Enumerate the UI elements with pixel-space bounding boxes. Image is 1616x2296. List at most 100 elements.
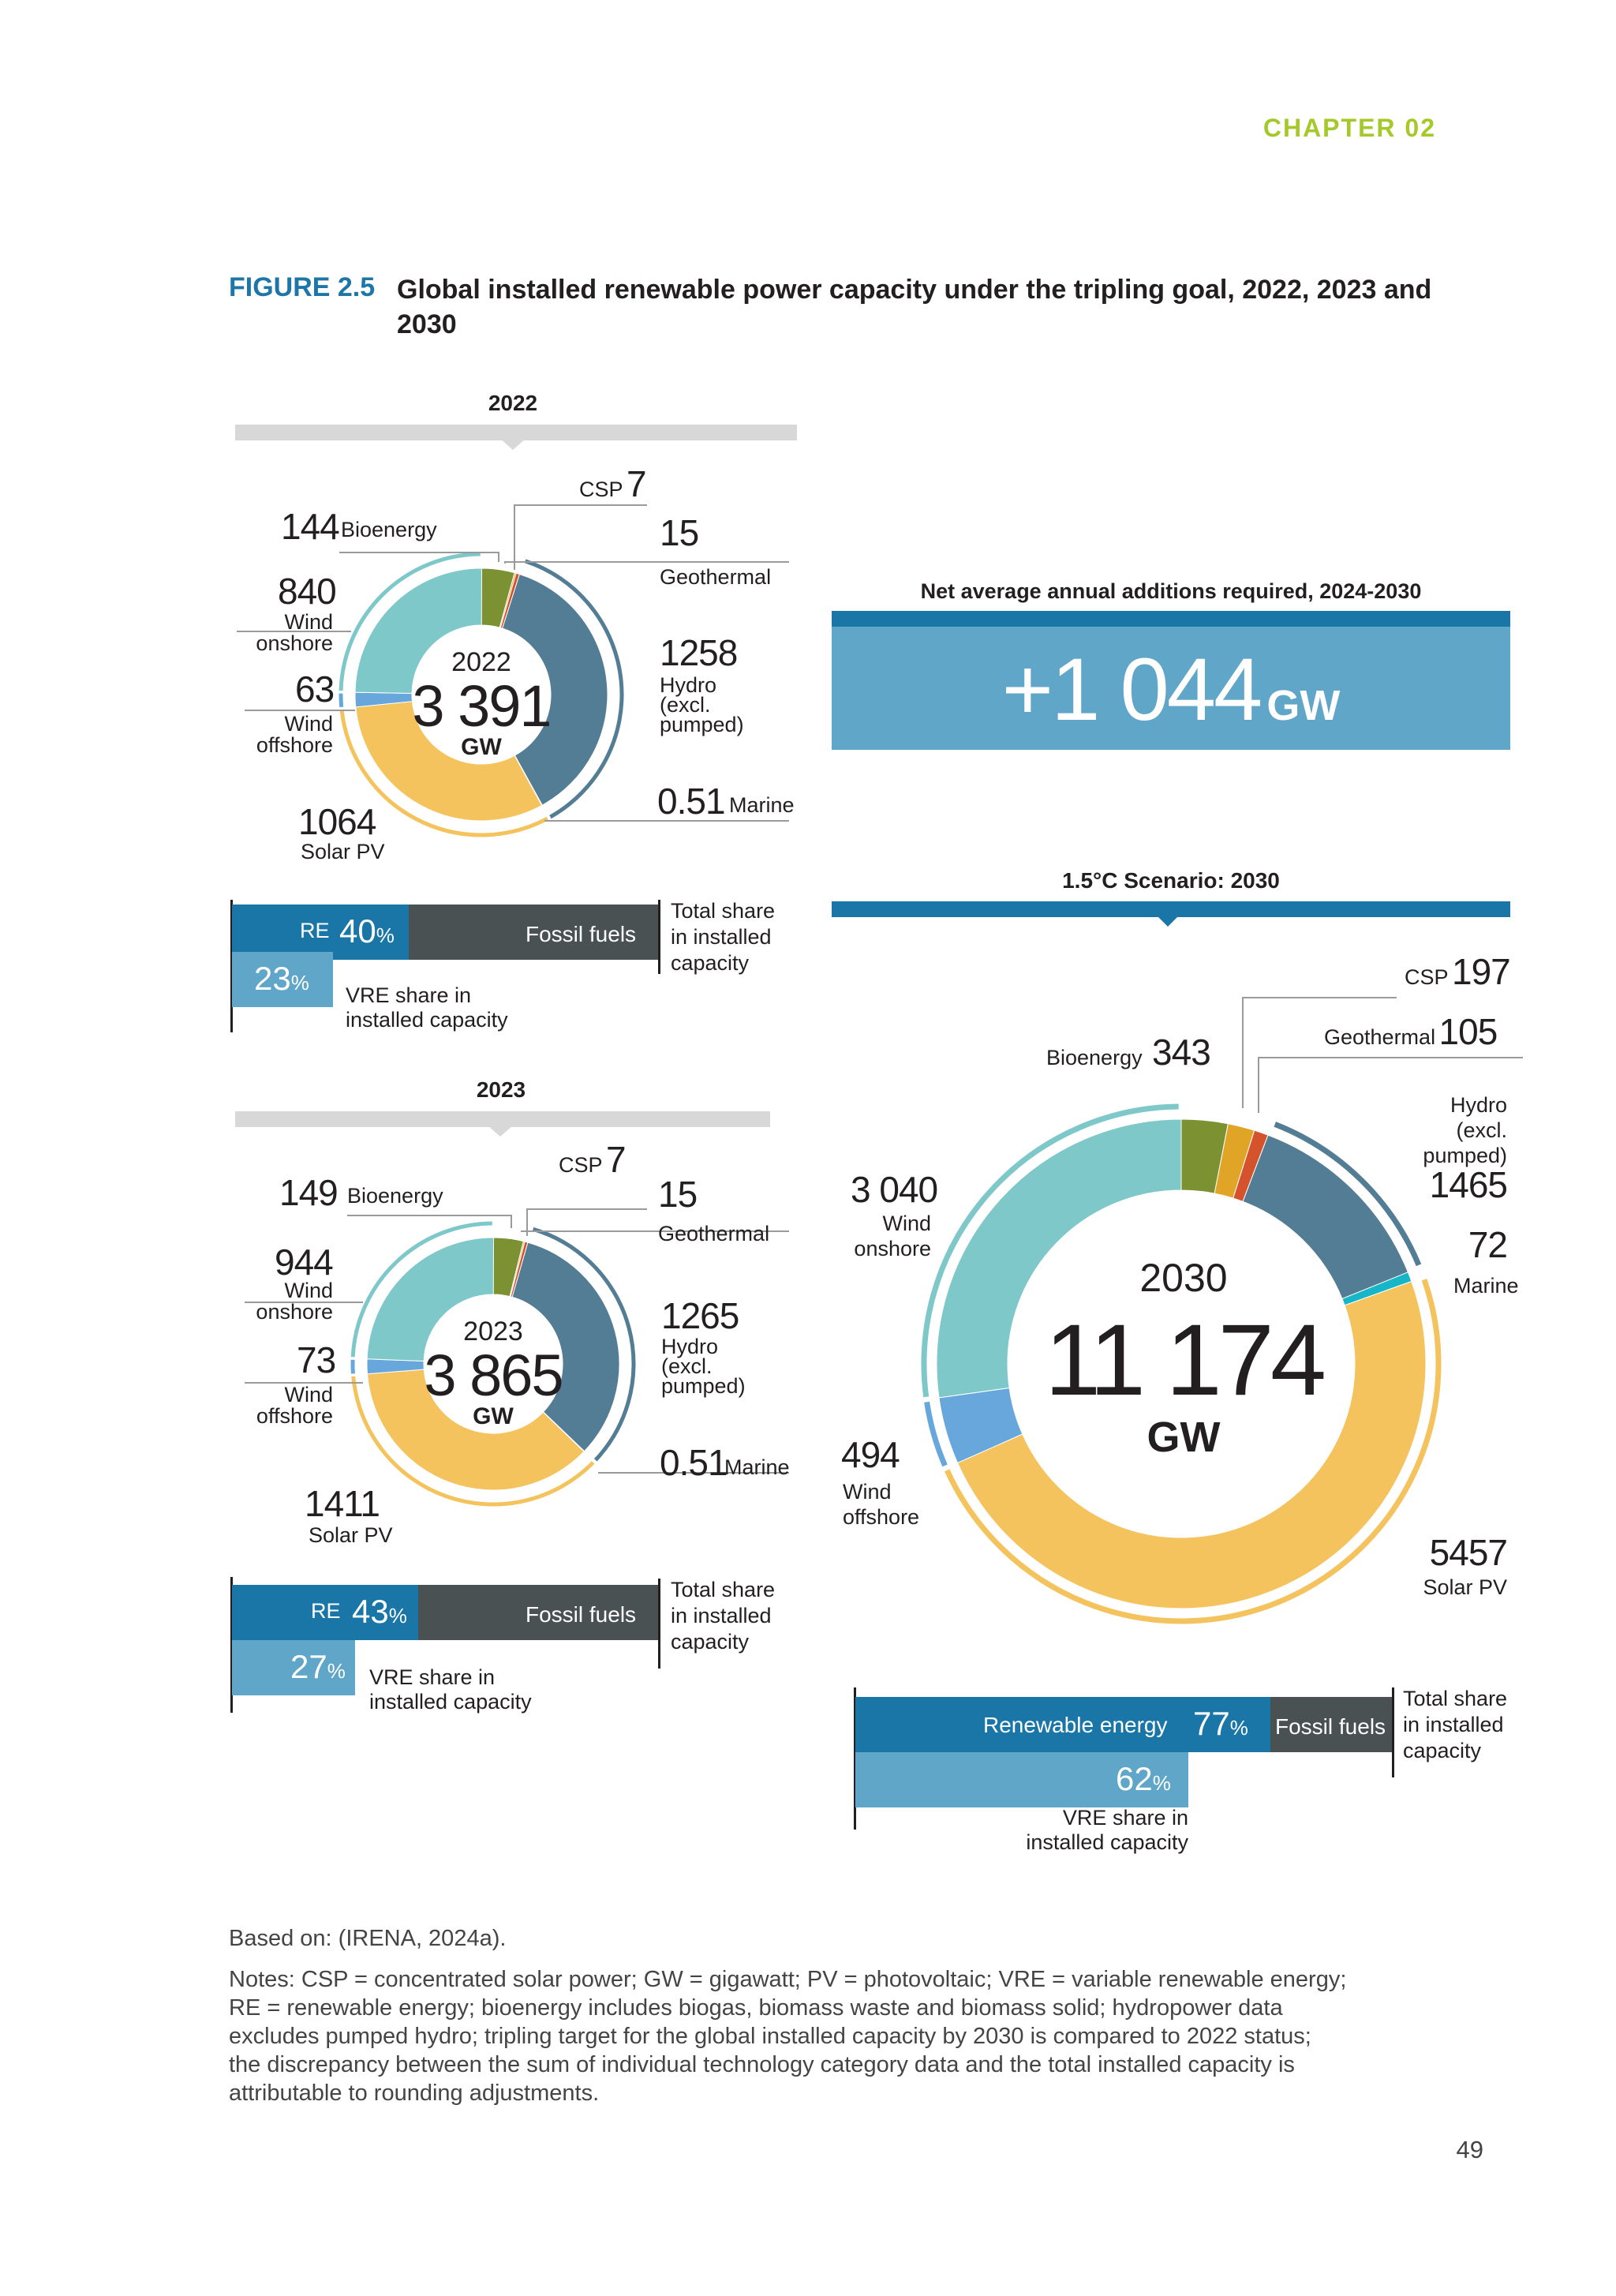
year-2023-label: 2023 [476, 1077, 526, 1102]
hydro-2022-label: Hydro (excl. pumped) [660, 673, 744, 736]
donut-slice-hydro [502, 573, 608, 806]
csp-2022: CSP 7 [579, 463, 647, 504]
vre-bar-2030: 62% [855, 1752, 1188, 1807]
wind-offshore-2023-value: 73 [297, 1339, 336, 1380]
figure-title: Global installed renewable power capacit… [397, 275, 1432, 339]
note-line: excludes pumped hydro; tripling target f… [229, 2024, 1311, 2049]
vre-share-2023-label: VRE share in installed capacity [369, 1665, 532, 1714]
geothermal-2023-label: Geothermal [658, 1222, 770, 1245]
figure-label: FIGURE 2.5 [229, 272, 376, 302]
hydro-2023-value: 1265 [661, 1295, 739, 1336]
leader-line [1242, 997, 1397, 1108]
csp-2030: CSP 197 [1405, 953, 1511, 990]
re-bar-2022: RE 40% [232, 905, 409, 960]
csp-2023: CSP 7 [559, 1141, 627, 1178]
donut-slice-solar_pv [366, 1369, 585, 1491]
geothermal-value: 105 [1438, 1011, 1498, 1052]
donut-slice-hydro [511, 1242, 620, 1452]
year-2023-banner [235, 1111, 770, 1127]
banner-pointer [500, 439, 526, 450]
solar-2023-value: 1411 [305, 1483, 380, 1524]
donut-2023 [350, 1221, 636, 1507]
marine-2022-value: 0.51 [657, 781, 726, 822]
marine-2023-label: Marine [724, 1455, 790, 1479]
fossil-bar-2023: Fossil fuels [418, 1585, 658, 1640]
fossil-label-2023: Fossil fuels [526, 1602, 637, 1627]
donut-2030 [921, 1103, 1442, 1624]
ring-arc-solar_pv [351, 1376, 595, 1507]
net-additions-unit: GW [1266, 682, 1341, 729]
bioenergy-2022-value: 144 [281, 506, 340, 547]
vre-share-2030-label: VRE share in installed capacity [1026, 1806, 1188, 1854]
ring-arc-wind_onshore [921, 1103, 1179, 1398]
solar-2022-label: Solar PV [301, 840, 385, 863]
wind-offshore-2022-label: Wind offshore [256, 712, 333, 757]
donut-2030-unit: GW [1147, 1414, 1221, 1461]
donut-2023-unit: GW [473, 1403, 514, 1429]
solar-2030-label: Solar PV [1423, 1575, 1507, 1599]
hydro-2022-value: 1258 [660, 632, 738, 673]
scenario-2030-title: 1.5°C Scenario: 2030 [1062, 868, 1280, 893]
donut-2022-year: 2022 [451, 647, 511, 677]
wind-onshore-2023-label: Wind onshore [256, 1279, 333, 1324]
solar-2022-value: 1064 [298, 801, 376, 842]
re-pct-2022: 40% [339, 912, 395, 949]
leader-line [1258, 1057, 1523, 1113]
donut-hole [413, 627, 549, 762]
leader-line [347, 1215, 512, 1228]
donut-slice-wind_onshore [936, 1118, 1182, 1399]
wind-onshore-2023-value: 944 [275, 1242, 334, 1283]
banner-pointer [1157, 916, 1179, 927]
donut-slice-wind_onshore [354, 567, 482, 694]
share-divider-2022 [658, 900, 660, 974]
wind-onshore-2022-value: 840 [278, 571, 337, 612]
notes-block: Notes: CSP = concentrated solar power; G… [229, 1965, 1460, 2107]
total-share-2030-label: Total share in installed capacity [1403, 1687, 1508, 1762]
leader-line [504, 561, 789, 564]
donut-2030-year: 2030 [1139, 1256, 1228, 1300]
wind-offshore-2030-label: Wind offshore [843, 1480, 920, 1529]
fossil-label-2022: Fossil fuels [526, 922, 637, 946]
geothermal-2023-value: 15 [658, 1174, 698, 1215]
ring-arc-solar_pv [339, 710, 548, 837]
note-line: the discrepancy between the sum of indiv… [229, 2052, 1295, 2077]
fossil-label-2030: Fossil fuels [1275, 1714, 1386, 1739]
source-note: Based on: (IRENA, 2024a). [229, 1926, 507, 1951]
net-additions-box: +1 044 GW [832, 627, 1510, 750]
fossil-bar-2022: Fossil fuels [409, 905, 658, 960]
year-2022-label: 2022 [488, 391, 538, 415]
net-additions-figure: +1 044 GW [832, 646, 1510, 734]
hydro-2023-label: Hydro (excl. pumped) [661, 1335, 746, 1398]
geothermal-2022-value: 15 [660, 512, 699, 553]
marine-2030-value: 72 [1468, 1224, 1508, 1265]
bioenergy-2030: Bioenergy 343 [1046, 1034, 1211, 1070]
ring-arc-hydro [532, 1227, 636, 1462]
share-axis-2022 [230, 900, 233, 1032]
ring-arc-hydro [1274, 1122, 1422, 1267]
ring-arc-hydro [524, 559, 624, 819]
geothermal-label: Geothermal [1324, 1025, 1436, 1049]
re-pct-2030: 77% [1193, 1705, 1248, 1742]
solar-2023-label: Solar PV [309, 1523, 393, 1547]
ring-arc-wind_offshore [924, 1401, 948, 1467]
re-bar-2023: RE 43% [232, 1585, 418, 1640]
solar-2030-value: 5457 [1429, 1532, 1508, 1573]
donut-slice-solar_pv [355, 701, 543, 822]
csp-value: 7 [626, 463, 647, 504]
marine-2030-label: Marine [1453, 1274, 1519, 1298]
re-pct-2023: 43% [352, 1593, 407, 1630]
net-additions-title: Net average annual additions required, 2… [920, 579, 1422, 603]
donut-2030-total: 11 174 [1045, 1304, 1326, 1417]
ring-arc-solar_pv [945, 1279, 1442, 1624]
year-2022-banner [235, 425, 797, 440]
bioenergy-2022-label: Bioenergy [341, 518, 437, 541]
wind-onshore-2022-label: Wind onshore [256, 610, 333, 655]
share-divider-2030 [1392, 1687, 1394, 1777]
share-divider-2023 [658, 1579, 660, 1669]
geothermal-2030: Geothermal 105 [1324, 1011, 1498, 1052]
re-bar-2030: Renewable energy 77% [855, 1697, 1270, 1752]
donut-hole [1009, 1192, 1353, 1536]
donut-2022 [339, 552, 624, 837]
donut-2022-unit: GW [461, 734, 502, 760]
